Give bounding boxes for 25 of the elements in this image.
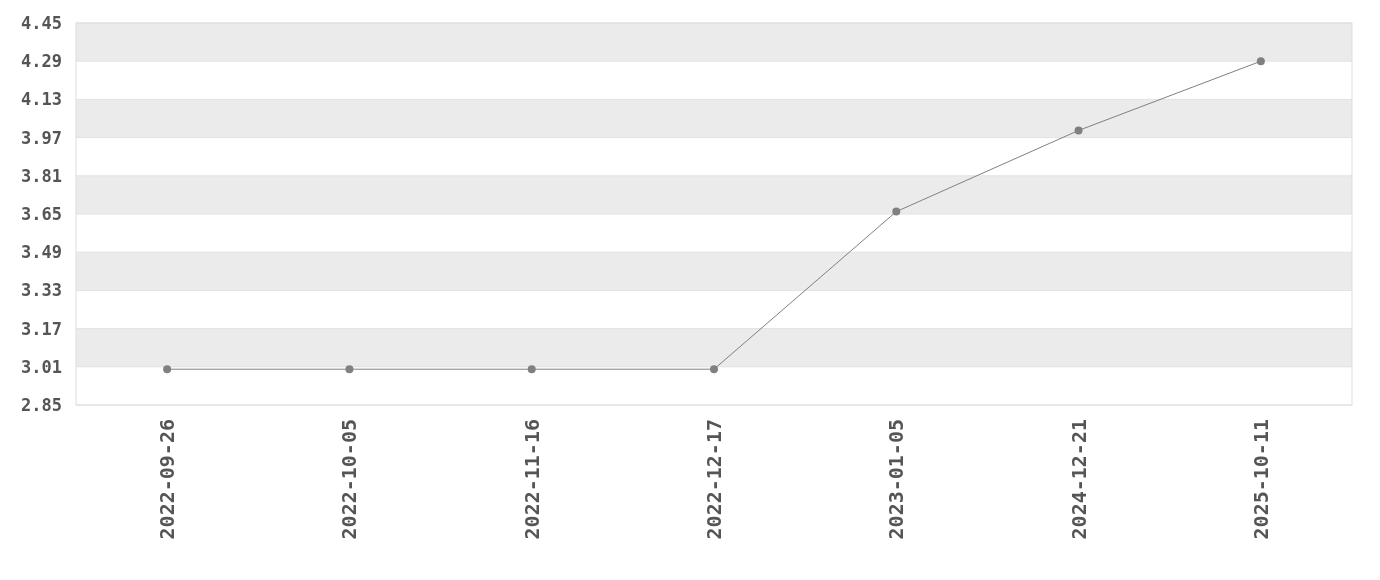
x-tick-label: 2022-09-26 [155,419,180,540]
y-tick-label: 3.49 [21,242,62,263]
point [345,365,354,374]
point [1074,126,1083,135]
x-tick-label: 2025-10-11 [1248,419,1273,540]
y-tick-label: 3.17 [21,318,62,339]
x-tick-label: 2022-11-16 [519,419,544,540]
x-tick-label: 2022-12-17 [702,419,726,540]
y-tick-label: 4.29 [21,51,62,72]
point [892,207,901,216]
point [527,365,536,374]
y-tick-label: 4.13 [21,89,62,110]
y-tick-label: 3.33 [21,280,62,301]
y-tick-label: 3.65 [21,203,62,224]
x-tick-label: 2023-01-05 [884,419,909,540]
point [1256,57,1265,66]
x-tick-label: 2022-10-05 [337,419,362,540]
y-tick-label: 4.45 [21,12,62,33]
y-tick-label: 3.81 [21,165,62,186]
y-tick-label: 3.97 [21,127,62,148]
point [163,365,172,374]
x-tick-label: 2024-12-21 [1066,419,1091,540]
point [710,365,718,374]
y-tick-label: 3.01 [21,356,62,377]
y-tick-label: 2.85 [21,394,62,415]
